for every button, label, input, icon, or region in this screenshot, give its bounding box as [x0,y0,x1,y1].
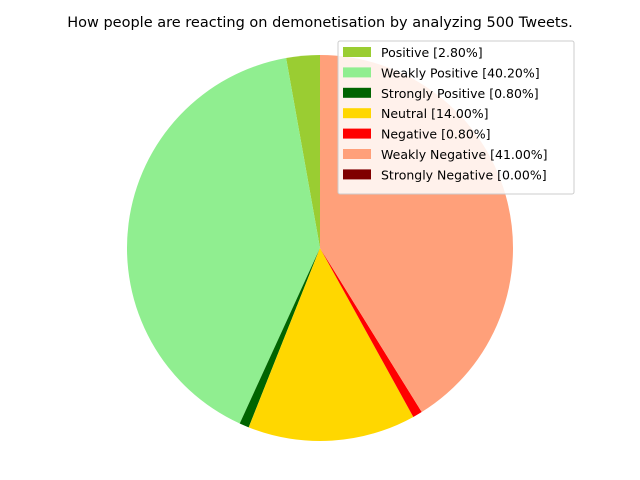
pie-slice-neutral [248,248,414,442]
legend-swatch-strongly-positive [343,87,371,98]
legend-swatch-positive [343,47,371,57]
legend-swatch-weakly-positive [343,67,371,78]
legend-label-weakly-positive: Weakly Positive [40.20%] [381,65,540,80]
legend: Positive [2.80%] Weakly Positive [40.20%]… [337,40,575,195]
legend-swatch-neutral [343,108,371,119]
chart-title: How people are reacting on demonetisatio… [67,15,573,31]
legend-label-negative: Negative [0.80%] [381,127,491,142]
legend-swatch-negative [343,128,371,139]
legend-label-weakly-negative: Weakly Negative [41.00%] [381,147,548,162]
legend-label-positive: Positive [2.80%] [381,45,483,60]
legend-label-strongly-positive: Strongly Positive [0.80%] [381,86,539,101]
pie-slice-positive [286,55,320,248]
pie-slice-weakly-positive [126,58,320,424]
pie-slice-strongly-positive [239,248,320,428]
legend-swatch-strongly-negative [343,169,371,180]
pie-slice-negative [320,248,422,417]
legend-frame [337,40,575,195]
legend-label-strongly-negative: Strongly Negative [0.00%] [381,167,547,182]
legend-swatch-weakly-negative [343,149,371,159]
legend-label-neutral: Neutral [14.00%] [381,106,489,121]
